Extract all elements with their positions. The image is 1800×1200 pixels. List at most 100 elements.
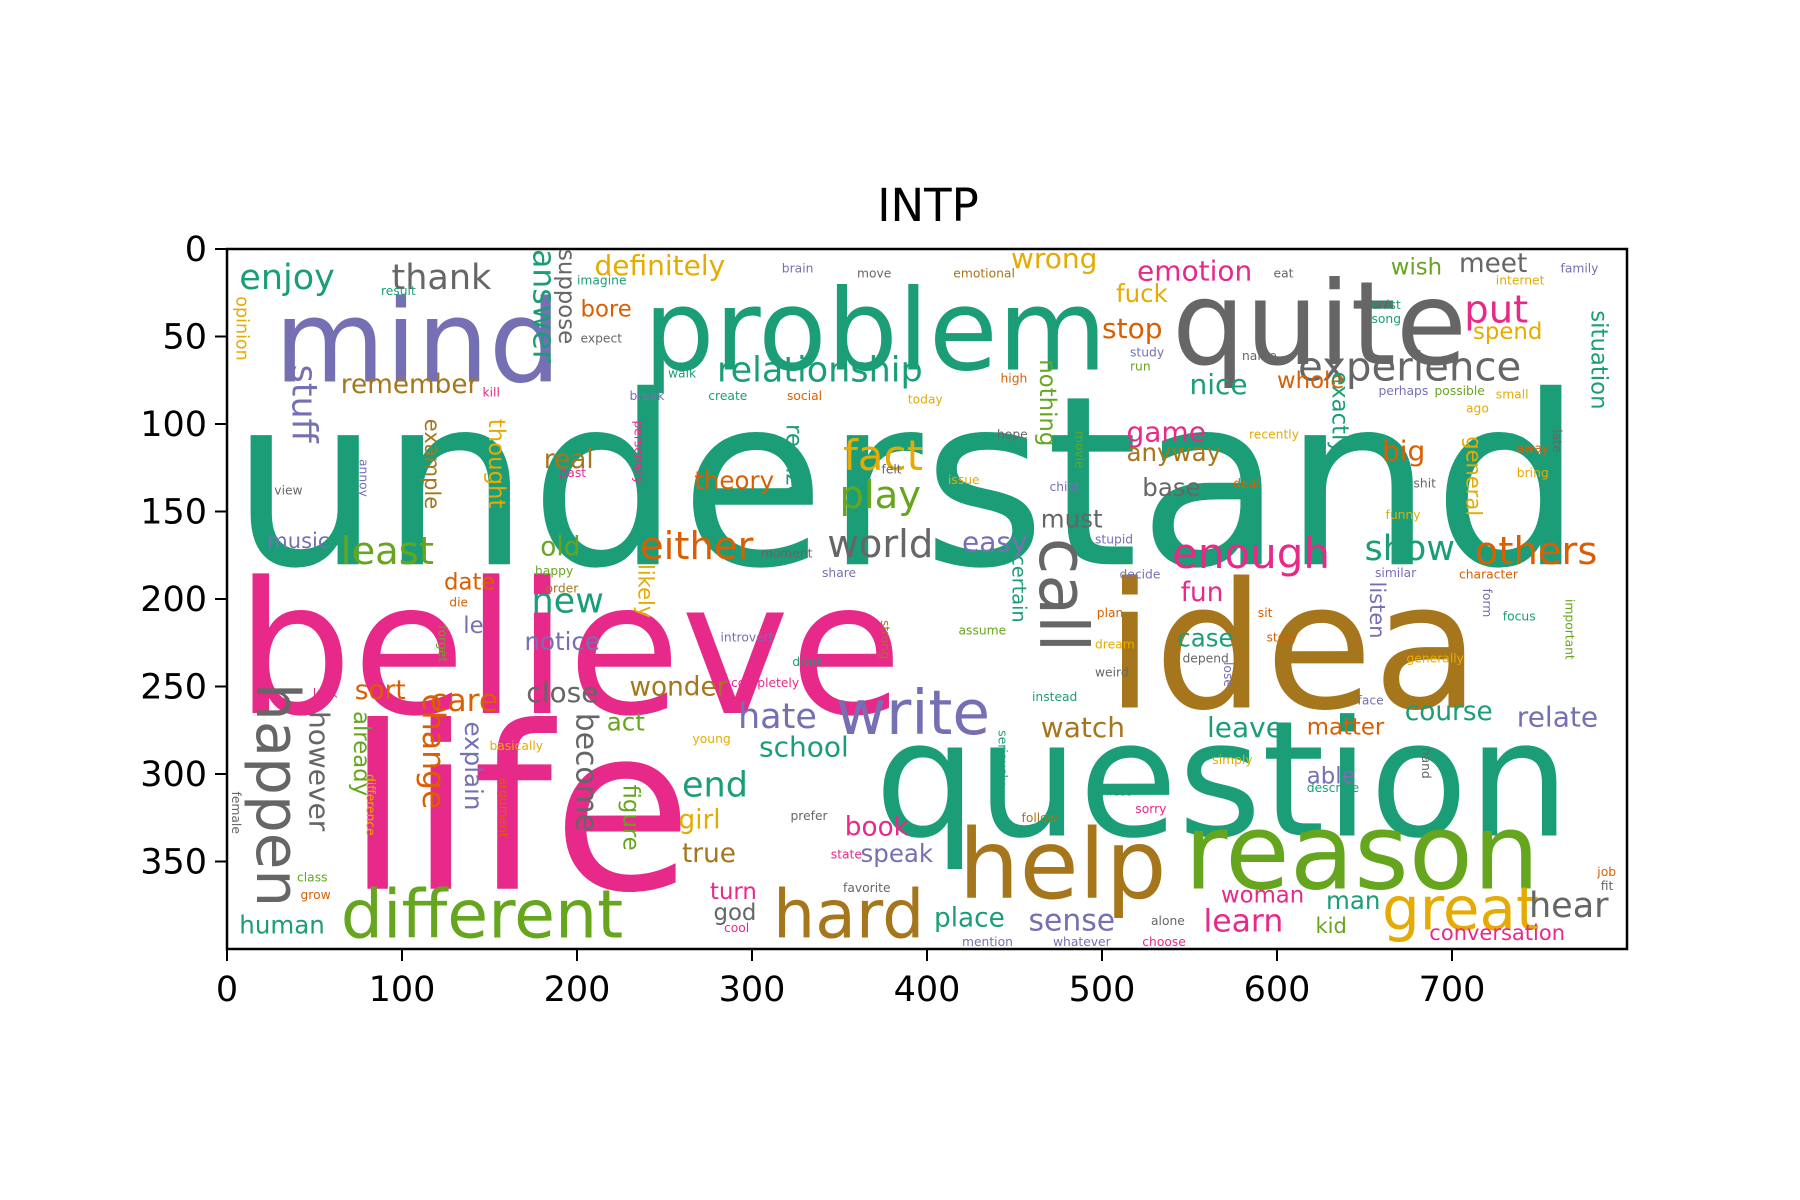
word-conversation: conversation bbox=[1429, 921, 1565, 945]
word-leave: leave bbox=[1207, 711, 1283, 744]
word-remember: remember bbox=[341, 370, 479, 400]
word-thank: thank bbox=[392, 258, 493, 298]
word-date: date bbox=[444, 569, 495, 595]
word-emotion: emotion bbox=[1137, 254, 1252, 287]
word-lack: lack bbox=[313, 687, 339, 701]
y-tick-label: 200 bbox=[140, 580, 207, 620]
word-lose: lose bbox=[1221, 662, 1235, 687]
word-basically: basically bbox=[490, 739, 544, 753]
word-wrong: wrong bbox=[1011, 242, 1097, 275]
word-certain: certain bbox=[1007, 555, 1030, 622]
word-assume: assume bbox=[959, 624, 1007, 638]
word-definitely: definitely bbox=[595, 249, 726, 282]
word-others: others bbox=[1475, 529, 1598, 574]
word-meet: meet bbox=[1459, 249, 1527, 279]
word-run: run bbox=[1130, 359, 1151, 373]
word-write: write bbox=[836, 678, 990, 749]
word-moment: moment bbox=[761, 547, 813, 561]
word-felt: felt bbox=[882, 463, 902, 477]
word-help: help bbox=[959, 809, 1167, 921]
word-forget: forget bbox=[435, 625, 449, 662]
word-hard: hard bbox=[773, 876, 924, 954]
word-opinion: opinion bbox=[232, 296, 252, 360]
word-human: human bbox=[239, 911, 324, 940]
word-ago: ago bbox=[1466, 401, 1489, 415]
word-book: book bbox=[845, 813, 910, 843]
plot-area bbox=[227, 249, 1627, 949]
word-nice: nice bbox=[1190, 368, 1248, 401]
word-generally: generally bbox=[1407, 652, 1464, 666]
word-able: able bbox=[1307, 764, 1356, 790]
y-tick-label: 300 bbox=[140, 755, 207, 795]
word-completely: completely bbox=[731, 676, 799, 690]
word-general: general bbox=[1461, 436, 1485, 516]
word-either: either bbox=[640, 524, 754, 569]
word-create: create bbox=[708, 389, 747, 403]
y-tick-label: 100 bbox=[140, 405, 207, 445]
word-turn: turn bbox=[710, 879, 757, 905]
word-result: result bbox=[381, 284, 416, 298]
word-close: close bbox=[526, 676, 598, 709]
word-quite: quite bbox=[1172, 258, 1467, 392]
word-prefer: prefer bbox=[791, 809, 829, 823]
word-old: old bbox=[540, 533, 580, 563]
word-real: real bbox=[544, 445, 594, 475]
word-late: late bbox=[1550, 429, 1564, 452]
word-base: base bbox=[1142, 473, 1200, 502]
word-figure: figure bbox=[618, 785, 644, 851]
word-anyway: anyway bbox=[1127, 438, 1222, 467]
word-bring: bring bbox=[1517, 466, 1549, 480]
word-fuck: fuck bbox=[1116, 279, 1169, 308]
word-situation: situation bbox=[1585, 310, 1611, 409]
word-wish: wish bbox=[1391, 254, 1442, 280]
word-suppose: suppose bbox=[553, 249, 579, 344]
word-different: different bbox=[341, 876, 623, 954]
word-argument: argument bbox=[497, 778, 511, 838]
word-favorite: favorite bbox=[843, 881, 891, 895]
x-tick-label: 300 bbox=[719, 970, 786, 1010]
word-song: song bbox=[1372, 312, 1402, 326]
word-die: die bbox=[449, 596, 468, 610]
word-call: call bbox=[1024, 538, 1102, 652]
word-mention: mention bbox=[962, 935, 1013, 949]
word-idea: idea bbox=[1106, 547, 1481, 750]
word-whole: whole bbox=[1277, 368, 1344, 394]
word-experience: experience bbox=[1298, 344, 1521, 391]
word-course: course bbox=[1405, 697, 1493, 727]
word-care: care bbox=[430, 683, 498, 719]
word-seriously: seriously bbox=[995, 730, 1009, 785]
word-hate: hate bbox=[738, 697, 817, 737]
word-small: small bbox=[1496, 387, 1529, 401]
word-fit: fit bbox=[1601, 879, 1614, 893]
word-problem: problem bbox=[644, 267, 1107, 397]
word-learn: learn bbox=[1204, 904, 1284, 940]
word-emotional: emotional bbox=[953, 267, 1015, 281]
y-tick-label: 350 bbox=[140, 843, 207, 883]
word-funny: funny bbox=[1386, 508, 1421, 522]
word-understand: understand bbox=[231, 345, 1583, 620]
word-drink: drink bbox=[792, 655, 824, 669]
word-kill: kill bbox=[483, 386, 500, 400]
word-weird: weird bbox=[1095, 666, 1129, 680]
word-spend: spend bbox=[1473, 319, 1542, 345]
word-show: show bbox=[1365, 529, 1455, 569]
word-notice: notice bbox=[525, 627, 600, 656]
word-face: face bbox=[1358, 694, 1384, 708]
y-tick-label: 50 bbox=[162, 318, 207, 358]
word-dream: dream bbox=[1095, 638, 1135, 652]
chart-title: INTP bbox=[877, 179, 979, 232]
word-depend: depend bbox=[1183, 652, 1229, 666]
word-act: act bbox=[607, 708, 645, 737]
word-character: character bbox=[1459, 568, 1519, 582]
word-exactly: exactly bbox=[1326, 372, 1352, 454]
word-believe: believe bbox=[236, 543, 903, 757]
word-whatever: whatever bbox=[1053, 935, 1112, 949]
word-theory: theory bbox=[694, 466, 774, 495]
word-matter: matter bbox=[1307, 715, 1385, 741]
word-perhaps: perhaps bbox=[1379, 384, 1429, 398]
word-girl: girl bbox=[679, 806, 721, 836]
word-put: put bbox=[1464, 288, 1528, 333]
word-world: world bbox=[827, 522, 933, 567]
word-order: order bbox=[546, 582, 580, 596]
